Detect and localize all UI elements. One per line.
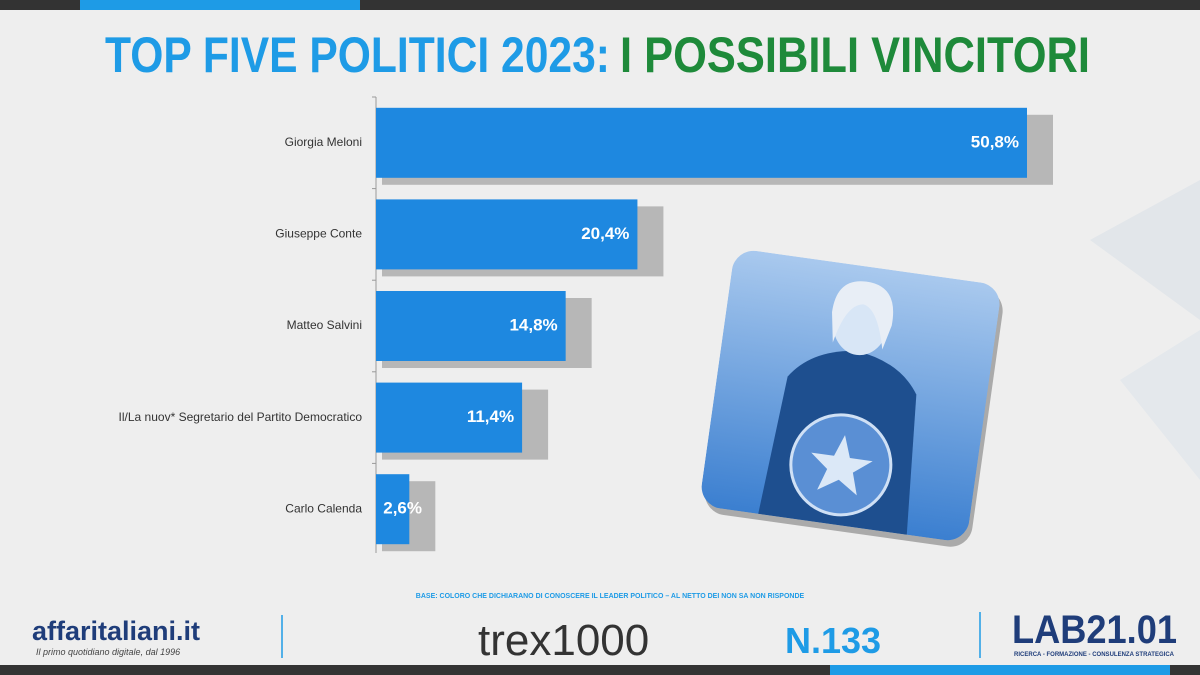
survey-logo: trex1000 [478,616,649,665]
value-label: 14,8% [509,315,557,334]
bar [376,107,1027,178]
issue-number: N.133 [785,620,881,661]
lab-tagline: RICERCA - FORMAZIONE - CONSULENZA STRATE… [1014,652,1175,658]
note: BASE: COLORO CHE DICHIARANO DI CONOSCERE… [416,593,805,600]
bg-shape [1120,330,1200,480]
photo [698,248,1003,547]
category-label: Giuseppe Conte [275,227,362,241]
value-label: 2,6% [383,499,422,518]
category-label: Matteo Salvini [287,318,362,332]
bar [376,474,410,545]
bottom-accent [830,665,1170,675]
bar [376,382,523,453]
bar [376,199,638,270]
value-label: 11,4% [467,407,514,426]
top-strip [0,0,1200,10]
category-label: Il/La nuov* Segretario del Partito Democ… [119,410,363,424]
chart-title: TOP FIVE POLITICI 2023: [105,27,610,83]
bottom-strip [0,665,1200,675]
category-label: Giorgia Meloni [285,135,362,149]
bar [376,291,566,361]
top-accent [80,0,360,10]
chart-title: I POSSIBILI VINCITORI [620,27,1090,83]
lab-logo: LAB21.01 [1012,608,1177,652]
category-label: Carlo Calenda [285,501,362,515]
value-label: 20,4% [581,224,629,243]
brand: affaritaliani.it [32,616,200,646]
bg-shape [1090,180,1200,320]
tagline: Il primo quotidiano digitale, dal 1996 [36,647,180,657]
value-label: 50,8% [971,132,1019,151]
